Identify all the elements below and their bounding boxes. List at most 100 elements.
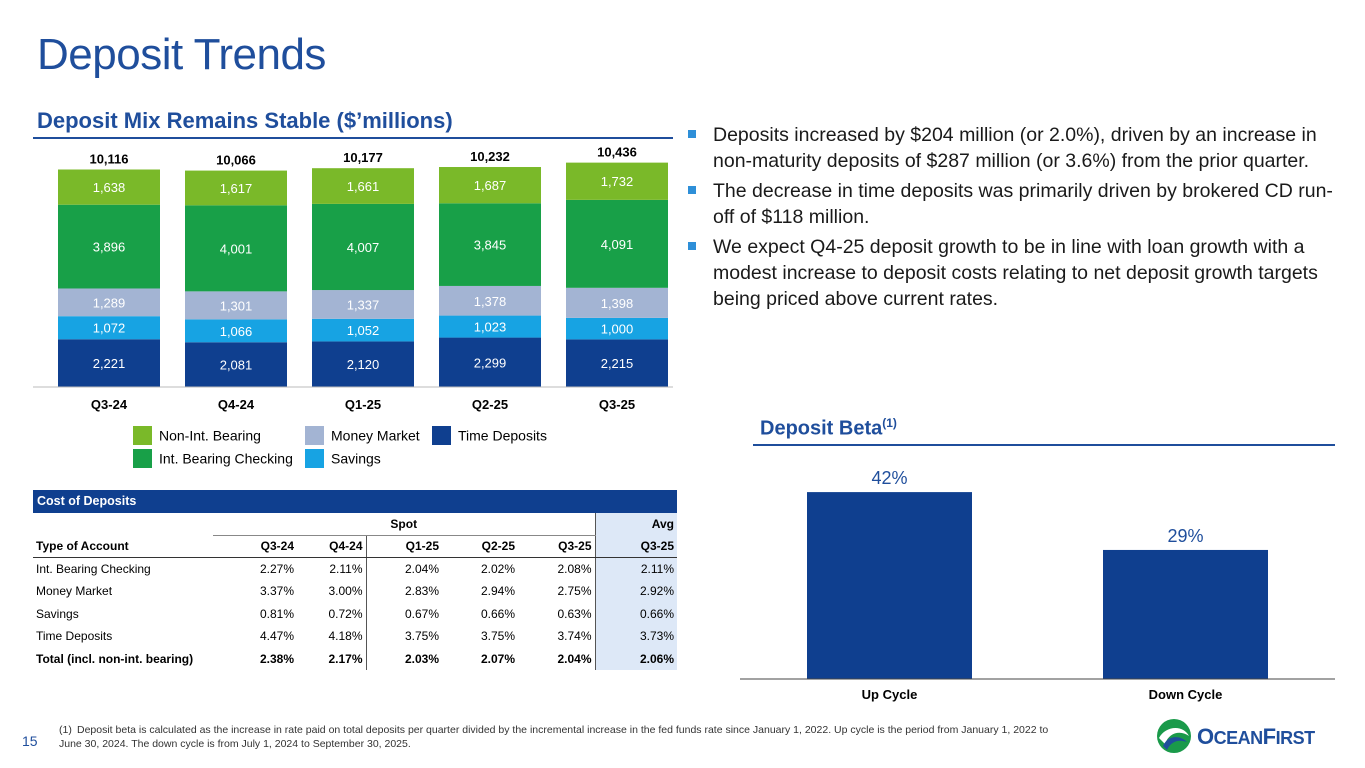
beta-divider — [753, 444, 1335, 446]
bar-segment — [185, 291, 287, 320]
data-label: 1,378 — [474, 294, 507, 309]
bullet-square-icon — [688, 186, 696, 194]
deposit-beta-chart: 42% Up Cycle 29% Down Cycle — [740, 468, 1335, 702]
page-number: 15 — [22, 733, 38, 749]
data-label: 1,052 — [347, 323, 380, 338]
category-label: Q3-25 — [599, 397, 635, 412]
data-label: 1,289 — [93, 295, 126, 310]
bar-segment — [312, 168, 414, 204]
beta-value-label: 42% — [871, 468, 907, 488]
total-label: 10,116 — [89, 152, 128, 167]
table-row: Savings 0.81% 0.72% 0.67% 0.66% 0.63% 0.… — [33, 602, 677, 625]
bar-segment — [58, 169, 160, 205]
data-label: 2,120 — [347, 357, 380, 372]
table-title-row: Cost of Deposits — [33, 490, 677, 513]
data-label: 2,081 — [220, 358, 253, 373]
column-header: Q1-25 — [366, 535, 442, 558]
data-label: 4,001 — [220, 241, 253, 256]
bar-segment — [566, 287, 668, 318]
bullet-item: We expect Q4-25 deposit growth to be in … — [688, 234, 1348, 312]
data-label: 2,221 — [93, 356, 126, 371]
total-label: 10,436 — [597, 145, 637, 160]
bar-segment — [439, 337, 541, 387]
table-row: Money Market 3.37% 3.00% 2.83% 2.94% 2.7… — [33, 580, 677, 603]
bar-segment — [439, 315, 541, 338]
data-label: 1,072 — [93, 321, 126, 336]
bar-segment — [439, 285, 541, 316]
beta-category-label: Down Cycle — [1149, 687, 1223, 702]
bar-segment — [439, 203, 541, 286]
data-label: 1,066 — [220, 324, 253, 339]
bar-segment — [566, 317, 668, 340]
data-label: 1,000 — [601, 322, 634, 337]
table-group-row: Spot Avg — [33, 512, 677, 536]
column-header: Q3-24 — [213, 535, 297, 558]
bar-segment — [185, 342, 287, 387]
data-label: 1,337 — [347, 297, 380, 312]
column-header: Q3-25 — [518, 535, 596, 558]
data-label: 1,638 — [93, 180, 126, 195]
legend-item-time-deposits: Time Deposits — [432, 426, 547, 445]
beta-bar — [807, 492, 972, 679]
deposit-mix-chart: 2,221 1,072 1,289 3,896 1,638 10,116 Q3-24 2,08… — [33, 145, 673, 412]
table-total-row: Total (incl. non-int. bearing) 2.38% 2.1… — [33, 647, 677, 670]
bar-segment — [185, 319, 287, 343]
column-header: Q3-25 — [595, 535, 677, 558]
bullet-square-icon — [688, 242, 696, 250]
legend-item-non-int: Non-Int. Bearing — [133, 426, 261, 445]
category-label: Q1-25 — [345, 397, 381, 412]
bar-segment — [312, 318, 414, 342]
column-header: Q4-24 — [297, 535, 367, 558]
data-label: 1,398 — [601, 296, 634, 311]
data-label: 1,617 — [220, 181, 253, 196]
category-label: Q4-24 — [218, 397, 255, 412]
table-title: Cost of Deposits — [33, 490, 677, 513]
legend-item-savings: Savings — [305, 449, 381, 468]
bar-segment — [566, 162, 668, 200]
total-label: 10,232 — [470, 149, 510, 164]
total-label: 10,177 — [343, 150, 383, 165]
category-label: Q3-24 — [91, 397, 128, 412]
bar-segment — [58, 288, 160, 317]
bar-segment — [185, 205, 287, 292]
data-label: 1,732 — [601, 174, 634, 189]
total-label: 10,066 — [216, 153, 256, 168]
data-label: 1,301 — [220, 298, 253, 313]
bar-segment — [439, 167, 541, 204]
footnote: (1) Deposit beta is calculated as the in… — [59, 724, 1049, 750]
avg-header: Avg — [595, 512, 677, 535]
oceanfirst-logo: OCEANFIRST — [1155, 716, 1345, 756]
bar-segment — [312, 341, 414, 387]
deposit-beta-title: Deposit Beta(1) — [760, 416, 897, 440]
beta-category-label: Up Cycle — [862, 687, 918, 702]
data-label: 2,299 — [474, 355, 507, 370]
page-title: Deposit Trends — [37, 30, 326, 79]
bar-segment — [58, 204, 160, 289]
logo-wordmark: OCEANFIRST — [1197, 724, 1315, 749]
legend-item-int-checking: Int. Bearing Checking — [133, 449, 293, 468]
bar-segment — [185, 170, 287, 206]
column-header: Type of Account — [33, 535, 213, 558]
column-header: Q2-25 — [442, 535, 518, 558]
bar-segment — [312, 203, 414, 291]
subtitle-divider — [33, 137, 673, 139]
data-label: 4,007 — [347, 240, 380, 255]
category-label: Q2-25 — [472, 397, 508, 412]
bar-segment — [566, 339, 668, 387]
data-label: 4,091 — [601, 237, 634, 252]
bar-segment — [58, 316, 160, 340]
bar-segment — [566, 199, 668, 288]
chart-subtitle: Deposit Mix Remains Stable ($’millions) — [37, 108, 453, 133]
table-header-row: Type of Account Q3-24 Q4-24 Q1-25 Q2-25 … — [33, 535, 677, 558]
data-label: 3,845 — [474, 238, 507, 253]
cost-of-deposits-table: Cost of Deposits Spot Avg Type of Accoun… — [33, 490, 677, 670]
bullet-square-icon — [688, 130, 696, 138]
table-row: Time Deposits 4.47% 4.18% 3.75% 3.75% 3.… — [33, 625, 677, 648]
bar-segment — [312, 290, 414, 319]
data-label: 2,215 — [601, 356, 634, 371]
bullet-item: Deposits increased by $204 million (or 2… — [688, 122, 1348, 174]
beta-value-label: 29% — [1167, 526, 1203, 546]
wave-logo-icon — [1157, 719, 1191, 753]
spot-header: Spot — [213, 512, 596, 536]
data-label: 3,896 — [93, 240, 126, 255]
